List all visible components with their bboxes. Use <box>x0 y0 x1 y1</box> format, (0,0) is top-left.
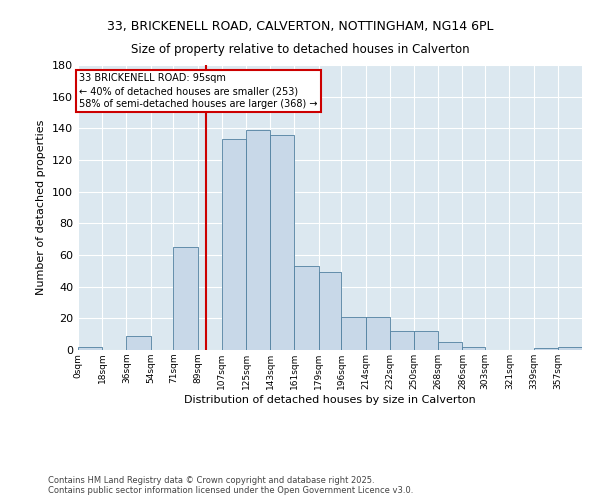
Bar <box>173 247 197 350</box>
Y-axis label: Number of detached properties: Number of detached properties <box>37 120 46 295</box>
Bar <box>295 266 319 350</box>
Bar <box>390 331 414 350</box>
Bar <box>558 347 582 350</box>
Text: Contains HM Land Registry data © Crown copyright and database right 2025.
Contai: Contains HM Land Registry data © Crown c… <box>48 476 413 495</box>
Bar <box>270 134 295 350</box>
Bar <box>365 317 390 350</box>
Bar <box>319 272 341 350</box>
Bar <box>414 331 438 350</box>
Bar <box>438 342 463 350</box>
Bar <box>341 317 365 350</box>
Text: Size of property relative to detached houses in Calverton: Size of property relative to detached ho… <box>131 42 469 56</box>
Text: 33, BRICKENELL ROAD, CALVERTON, NOTTINGHAM, NG14 6PL: 33, BRICKENELL ROAD, CALVERTON, NOTTINGH… <box>107 20 493 33</box>
Bar <box>246 130 270 350</box>
X-axis label: Distribution of detached houses by size in Calverton: Distribution of detached houses by size … <box>184 394 476 404</box>
Bar <box>463 347 485 350</box>
Bar <box>533 348 558 350</box>
Text: 33 BRICKENELL ROAD: 95sqm
← 40% of detached houses are smaller (253)
58% of semi: 33 BRICKENELL ROAD: 95sqm ← 40% of detac… <box>79 73 318 110</box>
Bar <box>78 347 102 350</box>
Bar <box>222 140 246 350</box>
Bar <box>127 336 151 350</box>
